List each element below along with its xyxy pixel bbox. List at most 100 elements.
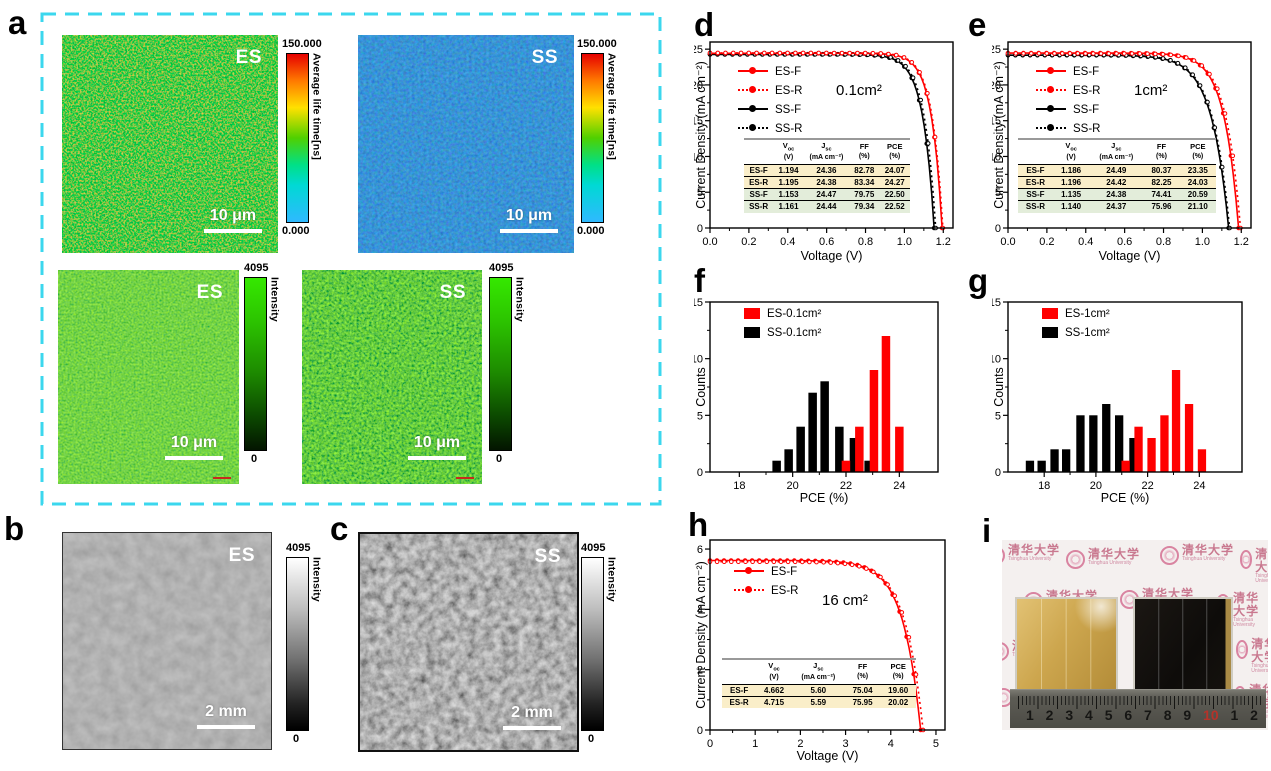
jv-table-row: ES-F 1.186 24.49 80.37 23.35 bbox=[1018, 164, 1216, 177]
sample-label: ES bbox=[196, 282, 223, 303]
ss-module-photo bbox=[1133, 597, 1233, 692]
hist-bar bbox=[895, 426, 904, 472]
svg-text:0.8: 0.8 bbox=[1156, 236, 1171, 248]
svg-text:15: 15 bbox=[992, 297, 1001, 309]
hist-bar bbox=[1115, 415, 1124, 472]
histogram-plot: 18 20 22 24 0 5 10 15 PCE (%) Counts bbox=[694, 297, 939, 505]
jv-legend: ES-F ES-R SS-F SS-R bbox=[738, 62, 802, 138]
y-axis-label: Counts bbox=[992, 367, 1006, 407]
hist-bar bbox=[1121, 460, 1130, 472]
pce-histogram-1cm2: 18 20 22 24 0 5 10 15 PCE (%) Counts ES-1cm² SS-1… bbox=[992, 268, 1270, 508]
ruler-number: 9 bbox=[1183, 707, 1192, 723]
panel-a-dashed-box bbox=[40, 12, 662, 506]
jv-marker bbox=[842, 561, 848, 567]
jv-marker bbox=[1160, 56, 1166, 61]
jv-marker bbox=[878, 51, 884, 56]
jv-marker bbox=[835, 560, 841, 566]
colorbar-gradient bbox=[581, 557, 604, 732]
jv-marker bbox=[715, 50, 721, 56]
hist-bar bbox=[869, 370, 879, 472]
pce-histogram-0p1cm2: 18 20 22 24 0 5 10 15 PCE (%) Counts ES-0.1cm² SS… bbox=[694, 268, 970, 508]
svg-text:0: 0 bbox=[697, 467, 703, 479]
legend-marker-ss-r bbox=[738, 123, 768, 134]
svg-text:22: 22 bbox=[1141, 480, 1153, 492]
ruler-number: 1 bbox=[1026, 707, 1034, 723]
ruler: 1 2 3 4 5 6 7 8 9 10 1 2 bbox=[1010, 689, 1266, 728]
svg-text:0.6: 0.6 bbox=[819, 236, 834, 248]
hist-bar bbox=[841, 460, 851, 472]
jv-marker bbox=[736, 559, 741, 565]
colorbar-gradient bbox=[489, 277, 512, 452]
scale-bar: 10 μm bbox=[204, 207, 262, 233]
jv-marker bbox=[746, 50, 752, 56]
jv-plot: 0 1 2 3 4 5 0 2 4 6 Voltage (V) Current Density (mA… bbox=[694, 539, 946, 763]
jv-marker bbox=[764, 559, 770, 565]
svg-text:0.4: 0.4 bbox=[1078, 236, 1093, 248]
colorbar-gradient bbox=[581, 53, 604, 224]
svg-text:18: 18 bbox=[733, 480, 745, 492]
svg-text:0.2: 0.2 bbox=[741, 236, 756, 248]
software-scalebar bbox=[456, 477, 474, 479]
svg-text:1.0: 1.0 bbox=[1195, 236, 1210, 248]
svg-text:5: 5 bbox=[995, 410, 1001, 422]
hist-bar bbox=[772, 460, 781, 472]
jv-marker bbox=[1021, 51, 1026, 56]
intensity-colorbar: 4095 Intensity 0 bbox=[244, 262, 281, 466]
panel-letter-h: h bbox=[688, 506, 709, 543]
svg-text:0: 0 bbox=[995, 223, 1001, 235]
svg-text:2: 2 bbox=[697, 665, 703, 677]
svg-text:1: 1 bbox=[752, 738, 758, 750]
jv-table-row: ES-R 1.195 24.38 83.34 24.27 bbox=[744, 176, 910, 189]
jv-marker bbox=[1083, 51, 1088, 56]
jv-table-row: ES-F 1.194 24.36 82.78 24.07 bbox=[744, 164, 910, 177]
jv-marker bbox=[800, 50, 806, 56]
jv-marker bbox=[721, 559, 727, 565]
ruler-numbers: 1 2 3 4 5 6 7 8 9 10 1 2 bbox=[1026, 707, 1258, 723]
ruler-number: 8 bbox=[1163, 707, 1172, 723]
jv-parameters-table: Voc (V) Jsc (mA cm⁻²) FF (%) PCE (%) ES-F 1.186 24… bbox=[1018, 138, 1216, 213]
jv-marker bbox=[1199, 63, 1205, 68]
svg-text:0: 0 bbox=[697, 223, 703, 235]
legend-marker-es-r bbox=[734, 585, 764, 596]
jv-marker bbox=[1060, 51, 1065, 56]
hist-bar bbox=[1160, 415, 1169, 472]
jv-marker bbox=[793, 50, 798, 56]
jv-marker bbox=[714, 559, 720, 565]
svg-text:0: 0 bbox=[995, 467, 1001, 479]
jv-marker bbox=[800, 559, 805, 565]
legend-marker-ss-f bbox=[1036, 104, 1066, 115]
legend-marker-es bbox=[1042, 308, 1058, 319]
hist-bar bbox=[1037, 460, 1046, 472]
tsinghua-emblem-icon bbox=[1240, 550, 1253, 569]
jv-marker bbox=[771, 559, 777, 565]
jv-marker bbox=[1197, 83, 1203, 88]
svg-text:20: 20 bbox=[992, 80, 1001, 92]
x-axis-label: PCE (%) bbox=[800, 491, 849, 505]
jv-table-row: SS-R 1.161 24.44 79.34 22.52 bbox=[744, 200, 910, 213]
hist-bar bbox=[1076, 415, 1085, 472]
jv-marker bbox=[863, 50, 868, 56]
jv-marker bbox=[1190, 72, 1195, 78]
jv-marker bbox=[729, 559, 734, 565]
jv-marker bbox=[895, 58, 901, 63]
svg-text:0.8: 0.8 bbox=[858, 236, 873, 248]
hist-bar bbox=[808, 392, 817, 472]
hist-bar bbox=[1197, 449, 1207, 472]
hist-bar bbox=[820, 381, 829, 472]
colorbar-gradient bbox=[286, 53, 309, 224]
jv-marker bbox=[808, 50, 814, 56]
svg-text:1.0: 1.0 bbox=[897, 236, 912, 248]
jv-marker bbox=[886, 51, 891, 57]
jv-marker bbox=[1137, 51, 1143, 56]
device-area-label: 16 cm² bbox=[822, 592, 868, 609]
x-axis-label: PCE (%) bbox=[1101, 491, 1150, 505]
jv-marker bbox=[1168, 52, 1174, 58]
intensity-map-es: ES 10 μm bbox=[58, 270, 239, 484]
jv-chart-0p1cm2: 0.0 0.2 0.4 0.6 0.8 1.0 1.2 0 5 10 15 20 25 Voltage (… bbox=[694, 26, 970, 266]
svg-text:10: 10 bbox=[694, 151, 703, 163]
scale-bar: 10 μm bbox=[500, 207, 558, 233]
lifetime-map-ss: SS 10 μm bbox=[358, 35, 574, 253]
ruler-number: 2 bbox=[1250, 707, 1258, 723]
svg-text:20: 20 bbox=[1090, 480, 1102, 492]
jv-marker bbox=[1207, 71, 1212, 77]
